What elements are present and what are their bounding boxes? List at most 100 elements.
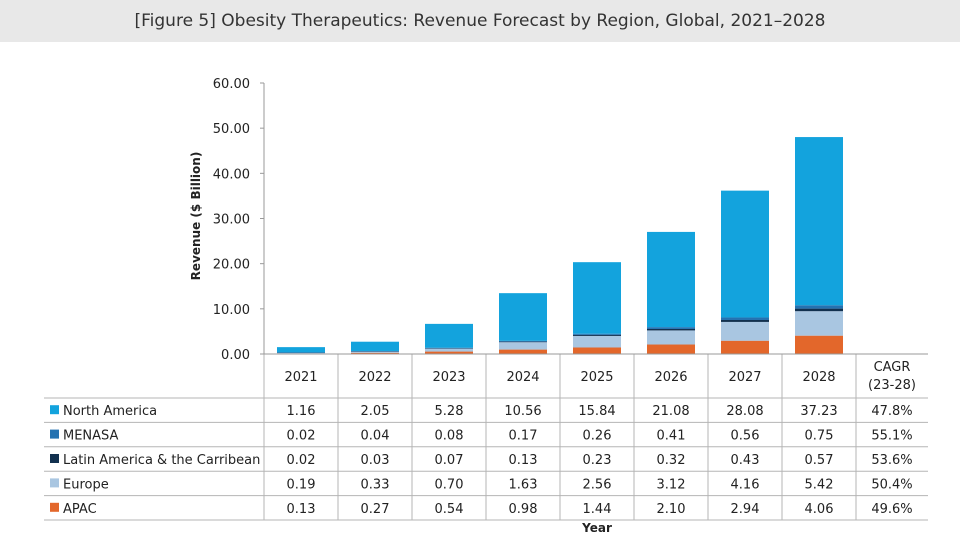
year-label-2025: 2025 [580,370,613,385]
year-label-2027: 2027 [728,370,761,385]
value-latin-america-the-carribean-2024: 0.13 [509,453,538,468]
value-north-america-2022: 2.05 [361,404,390,419]
year-label-2021: 2021 [284,370,317,385]
cagr-north-america: 47.8% [871,404,912,419]
value-europe-2027: 4.16 [731,477,760,492]
legend-label-apac: APAC [63,502,97,517]
value-apac-2027: 2.94 [731,502,760,517]
bar-segment-europe-2026 [647,330,695,345]
year-label-2022: 2022 [358,370,391,385]
bar-segment-apac-2024 [499,349,547,354]
bar-segment-menasa-2026 [647,327,695,329]
bar-segment-europe-2022 [351,351,399,353]
cagr-europe: 50.4% [871,477,912,492]
bar-segment-menasa-2021 [277,352,325,353]
bar-segment-europe-2021 [277,352,325,354]
value-menasa-2024: 0.17 [509,429,538,444]
bar-segment-apac-2028 [795,335,843,354]
cagr-header-line2: (23-28) [868,378,916,393]
y-tick-label: 50.00 [213,122,250,137]
value-menasa-2028: 0.75 [805,429,834,444]
legend-label-menasa: MENASA [63,429,119,444]
value-menasa-2023: 0.08 [435,429,464,444]
table-grid [44,354,928,521]
bar-segment-latin-america-the-carribean-2026 [647,328,695,331]
bar-segment-north-america-2025 [573,262,621,334]
bar-segment-apac-2027 [721,340,769,354]
value-latin-america-the-carribean-2023: 0.07 [435,453,464,468]
legend-swatch-latin-america-the-carribean [50,454,59,463]
legend-label-latin-america-the-carribean: Latin America & the Carribean [63,453,260,468]
chart-title-text: [Figure 5] Obesity Therapeutics: Revenue… [134,11,826,31]
bar-segment-north-america-2023 [425,323,473,348]
bar-segment-north-america-2027 [721,190,769,318]
legend-swatch-europe [50,478,59,488]
cagr-menasa: 55.1% [871,429,912,444]
value-apac-2021: 0.13 [287,502,316,517]
bar-segment-menasa-2025 [573,333,621,335]
bar-segment-apac-2023 [425,351,473,354]
value-latin-america-the-carribean-2025: 0.23 [583,453,612,468]
legend-swatch-apac [50,502,59,512]
value-europe-2021: 0.19 [287,477,316,492]
bar-segment-latin-america-the-carribean-2024 [499,341,547,343]
value-north-america-2027: 28.08 [726,404,763,419]
value-menasa-2027: 0.56 [731,429,760,444]
value-north-america-2024: 10.56 [504,404,541,419]
bar-segment-latin-america-the-carribean-2023 [425,348,473,349]
value-north-america-2026: 21.08 [652,404,689,419]
value-north-america-2021: 1.16 [287,404,316,419]
value-latin-america-the-carribean-2028: 0.57 [805,453,834,468]
y-tick-label: 20.00 [213,258,250,273]
bar-segment-latin-america-the-carribean-2028 [795,308,843,312]
value-menasa-2022: 0.04 [361,429,390,444]
bar-segment-north-america-2024 [499,293,547,341]
value-menasa-2025: 0.26 [583,429,612,444]
bar-segment-menasa-2023 [425,347,473,349]
bar-segment-north-america-2028 [795,137,843,306]
year-label-2026: 2026 [654,370,687,385]
y-tick-label: 60.00 [213,77,250,92]
bar-segment-europe-2023 [425,348,473,352]
value-europe-2025: 2.56 [583,477,612,492]
value-menasa-2021: 0.02 [287,429,316,444]
bar-segment-apac-2022 [351,352,399,354]
value-apac-2024: 0.98 [509,502,538,517]
value-north-america-2023: 5.28 [435,404,464,419]
data-table: 2021 2022 2023 2024 2025 2026 2027 2028 CAGR (23-… [50,360,916,517]
bar-segment-latin-america-the-carribean-2025 [573,334,621,336]
bar-segment-apac-2025 [573,347,621,354]
y-tick-label: 10.00 [213,303,250,318]
bar-segment-north-america-2021 [277,347,325,353]
value-europe-2022: 0.33 [361,477,390,492]
value-europe-2028: 5.42 [805,477,834,492]
value-latin-america-the-carribean-2022: 0.03 [361,453,390,468]
y-tick-label: 30.00 [213,213,250,228]
value-apac-2023: 0.54 [435,502,464,517]
bar-segment-menasa-2028 [795,305,843,309]
bar-segment-europe-2028 [795,311,843,336]
bar-segment-north-america-2026 [647,231,695,328]
value-apac-2025: 1.44 [583,502,612,517]
x-axis-title: Year [581,521,612,535]
value-europe-2026: 3.12 [657,477,686,492]
value-apac-2028: 4.06 [805,502,834,517]
value-north-america-2025: 15.84 [578,404,615,419]
value-europe-2023: 0.70 [435,477,464,492]
bar-segment-north-america-2022 [351,341,399,351]
bar-segment-apac-2026 [647,344,695,354]
y-axis-title: Revenue ($ Billion) [189,152,203,281]
value-apac-2026: 2.10 [657,502,686,517]
value-menasa-2026: 0.41 [657,429,686,444]
value-latin-america-the-carribean-2027: 0.43 [731,453,760,468]
bar-segment-europe-2025 [573,335,621,348]
cagr-apac: 49.6% [871,502,912,517]
bar-segment-menasa-2024 [499,340,547,342]
y-tick-label: 40.00 [213,167,250,182]
y-tick-label: 0.00 [221,348,250,363]
legend-label-north-america: North America [63,404,157,419]
value-europe-2024: 1.63 [509,477,538,492]
axes: 0.00 10.00 20.00 30.00 40.00 50.00 60.00 Revenu… [189,77,928,535]
legend-swatch-north-america [50,405,59,415]
